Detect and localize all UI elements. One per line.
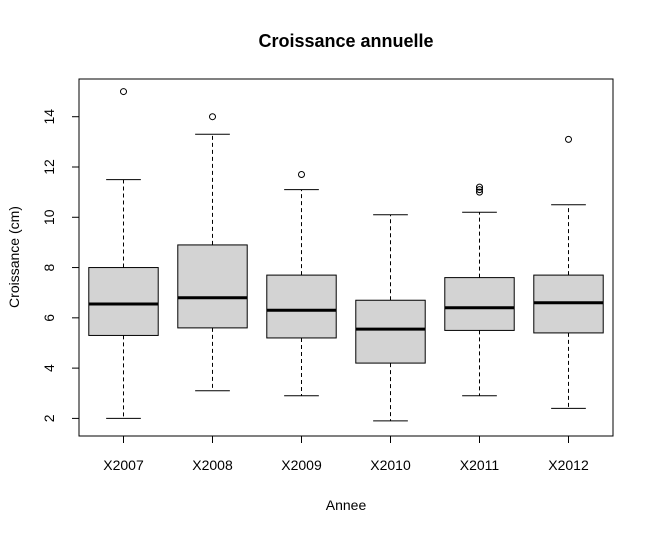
box-iqr xyxy=(266,274,337,339)
box-X2008 xyxy=(177,113,248,392)
y-axis: 2 4 6 8 10 12 14 xyxy=(41,109,80,422)
x-tick-label: X2010 xyxy=(370,457,411,473)
box-X2011 xyxy=(444,183,515,397)
boxes xyxy=(88,88,604,422)
y-tick-label: 2 xyxy=(41,414,57,422)
box-X2010 xyxy=(355,214,426,422)
y-tick-label: 4 xyxy=(41,364,57,372)
box-iqr xyxy=(88,267,159,336)
box-X2009 xyxy=(266,171,337,397)
box-iqr xyxy=(444,277,515,331)
outlier-point xyxy=(209,113,216,121)
outlier-point xyxy=(476,186,483,194)
outlier-point xyxy=(476,188,483,196)
y-tick-label: 6 xyxy=(41,314,57,322)
chart-title: Croissance annuelle xyxy=(258,31,433,51)
outlier-point xyxy=(565,135,572,143)
y-axis-label: Croissance (cm) xyxy=(6,206,22,308)
y-tick-label: 14 xyxy=(41,109,57,125)
x-tick-label: X2007 xyxy=(103,457,144,473)
box-X2012 xyxy=(533,135,604,409)
outlier-point xyxy=(476,183,483,191)
box-X2007 xyxy=(88,88,159,419)
x-tick-label: X2011 xyxy=(460,457,500,473)
y-tick-label: 12 xyxy=(41,159,57,175)
box-iqr xyxy=(355,299,426,364)
outlier-point xyxy=(298,171,305,179)
x-tick-label: X2009 xyxy=(281,457,322,473)
outlier-point xyxy=(120,88,127,96)
x-axis: X2007 X2008 X2009 X2010 X2011 X2012 xyxy=(103,435,589,473)
x-tick-label: X2012 xyxy=(548,457,589,473)
x-tick-label: X2008 xyxy=(192,457,233,473)
plot-frame xyxy=(78,78,614,437)
box-iqr xyxy=(177,244,248,329)
y-tick-label: 8 xyxy=(41,263,57,271)
x-axis-label: Annee xyxy=(326,497,367,513)
y-tick-label: 10 xyxy=(41,209,57,225)
